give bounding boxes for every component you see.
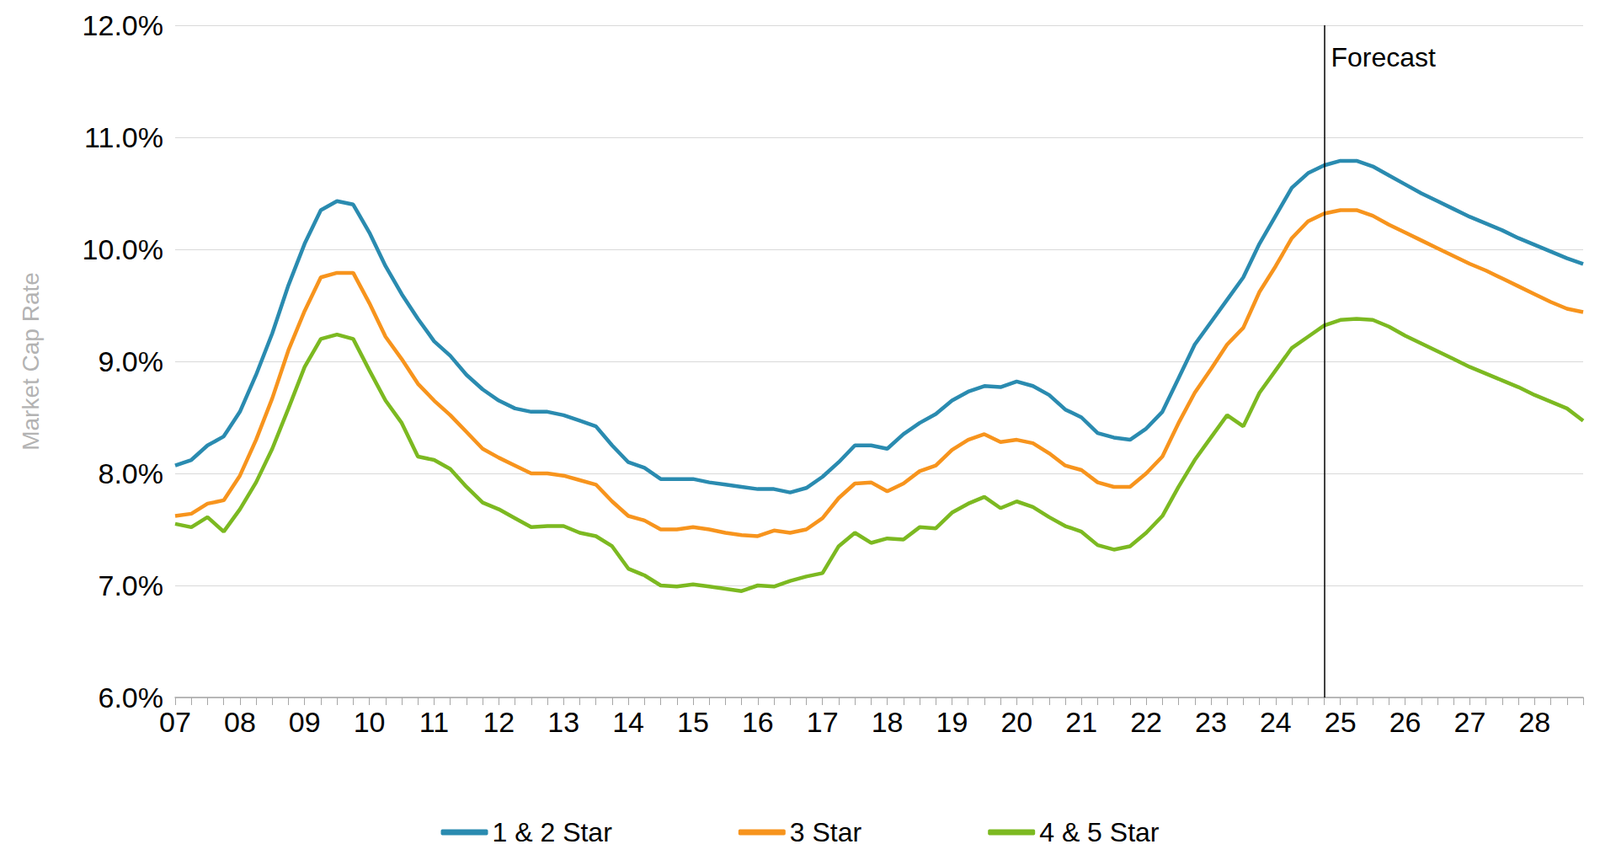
svg-text:13: 13 <box>547 705 580 738</box>
svg-text:10: 10 <box>353 705 386 738</box>
svg-text:12.0%: 12.0% <box>82 9 164 42</box>
svg-text:7.0%: 7.0% <box>98 569 165 602</box>
svg-text:11: 11 <box>419 705 449 738</box>
svg-text:3 Star: 3 Star <box>789 816 863 848</box>
svg-text:22: 22 <box>1130 705 1163 738</box>
svg-text:9.0%: 9.0% <box>98 345 165 378</box>
svg-text:14: 14 <box>612 705 645 738</box>
svg-text:12: 12 <box>482 705 515 738</box>
svg-text:28: 28 <box>1518 705 1551 738</box>
svg-text:18: 18 <box>871 705 904 738</box>
svg-text:07: 07 <box>159 705 192 738</box>
svg-text:11.0%: 11.0% <box>84 121 164 154</box>
svg-text:6.0%: 6.0% <box>98 681 165 714</box>
svg-text:09: 09 <box>288 705 321 738</box>
svg-text:26: 26 <box>1389 705 1422 738</box>
svg-text:27: 27 <box>1454 705 1487 738</box>
svg-text:21: 21 <box>1065 705 1098 738</box>
svg-text:24: 24 <box>1259 705 1292 738</box>
svg-text:25: 25 <box>1324 705 1357 738</box>
svg-text:15: 15 <box>677 705 710 738</box>
svg-text:Forecast: Forecast <box>1331 42 1437 73</box>
svg-text:19: 19 <box>936 705 969 738</box>
svg-text:17: 17 <box>806 705 839 738</box>
svg-text:Market Cap Rate: Market Cap Rate <box>17 272 44 451</box>
svg-text:08: 08 <box>224 705 256 738</box>
svg-text:20: 20 <box>1000 705 1033 738</box>
svg-text:8.0%: 8.0% <box>98 457 165 490</box>
svg-text:1 & 2 Star: 1 & 2 Star <box>492 816 614 848</box>
svg-text:23: 23 <box>1194 705 1227 738</box>
svg-text:4 & 5 Star: 4 & 5 Star <box>1039 816 1160 848</box>
svg-text:10.0%: 10.0% <box>82 233 164 266</box>
svg-text:16: 16 <box>741 705 774 738</box>
